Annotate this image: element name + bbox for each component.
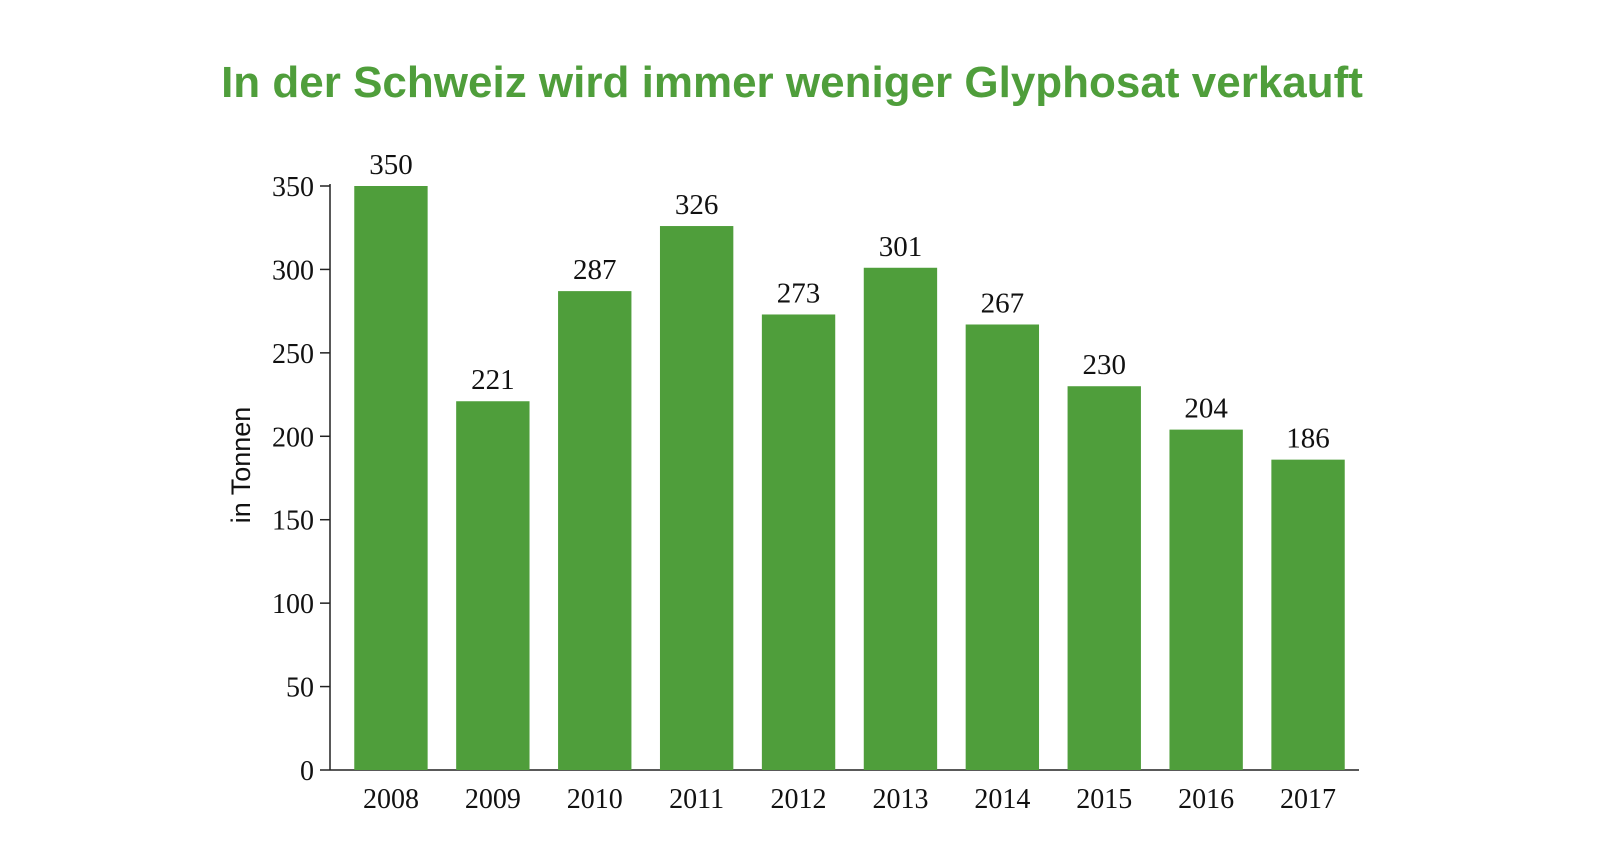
x-tick-label-2015: 2015 — [1076, 784, 1132, 815]
x-tick-label-2009: 2009 — [465, 784, 521, 815]
bar-2015 — [1067, 386, 1141, 770]
y-tick-label: 250 — [272, 339, 314, 370]
data-label-2014: 267 — [981, 287, 1025, 319]
y-tick-label: 350 — [272, 172, 314, 203]
data-label-2012: 273 — [777, 277, 821, 309]
bar-2017 — [1271, 459, 1345, 770]
y-tick-label: 50 — [286, 673, 314, 704]
bar-2008 — [354, 186, 428, 770]
x-axis: 2008 2009 2010 2011 2012 2013 2014 2015 2016 2017 — [330, 769, 1359, 815]
bar-2010 — [558, 291, 632, 770]
x-tick-label-2008: 2008 — [363, 784, 419, 815]
y-tick-label: 150 — [272, 506, 314, 537]
data-label-2010: 287 — [573, 254, 617, 286]
y-tick-label: 0 — [300, 756, 314, 787]
y-tick-label: 100 — [272, 589, 314, 620]
x-tick-label-2014: 2014 — [974, 784, 1030, 815]
bar-2009 — [456, 401, 530, 770]
data-label-2008: 350 — [369, 149, 413, 181]
bars-group — [354, 186, 1345, 770]
x-tick-label-2012: 2012 — [771, 784, 827, 815]
chart-title: In der Schweiz wird immer weniger Glypho… — [221, 58, 1363, 107]
bar-2014 — [965, 324, 1040, 770]
x-tick-label-2011: 2011 — [669, 784, 724, 815]
y-tick-label: 200 — [272, 422, 314, 453]
data-label-2017: 186 — [1286, 423, 1330, 455]
y-axis: 0 50 100 150 200 250 300 350 — [272, 172, 331, 787]
data-label-2009: 221 — [471, 364, 515, 396]
data-label-2011: 326 — [675, 189, 719, 221]
y-tick-label: 300 — [272, 255, 314, 286]
y-axis-title: in Tonnen — [226, 407, 256, 524]
x-tick-label-2017: 2017 — [1280, 784, 1336, 815]
x-tick-label-2010: 2010 — [567, 784, 623, 815]
bar-2013 — [863, 267, 938, 770]
data-label-2015: 230 — [1083, 349, 1127, 381]
bar-2012 — [761, 314, 836, 770]
x-tick-label-2013: 2013 — [872, 784, 928, 815]
bar-2016 — [1169, 429, 1243, 770]
x-tick-label-2016: 2016 — [1178, 784, 1234, 815]
bar-2011 — [659, 226, 734, 770]
data-label-2013: 301 — [879, 231, 923, 263]
data-labels-group: 350 221 287 326 273 301 267 230 204 186 — [369, 149, 1330, 455]
data-label-2016: 204 — [1184, 393, 1228, 425]
